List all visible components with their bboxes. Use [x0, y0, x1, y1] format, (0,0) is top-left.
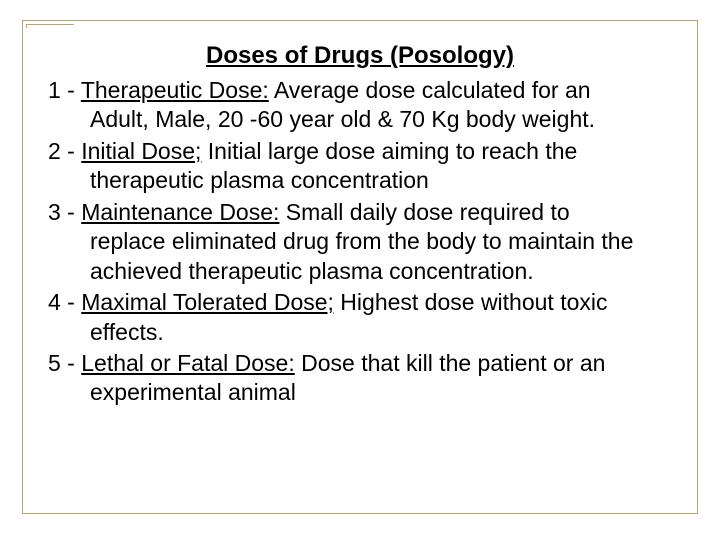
list-item: 2 - Initial Dose; Initial large dose aim… — [48, 137, 672, 196]
item-number: 5 - — [48, 350, 81, 376]
item-term: Maximal Tolerated Dose; — [81, 289, 334, 315]
item-desc-cont: Adult, Male, 20 -60 year old & 70 Kg bod… — [48, 105, 672, 134]
list-item: 3 - Maintenance Dose: Small daily dose r… — [48, 198, 672, 286]
item-term: Maintenance Dose: — [81, 199, 279, 225]
item-desc: Initial large dose aiming to reach the — [201, 138, 577, 164]
item-term: Therapeutic Dose: — [81, 77, 269, 103]
item-term: Initial Dose; — [81, 138, 201, 164]
list-item: 1 - Therapeutic Dose: Average dose calcu… — [48, 76, 672, 135]
slide-content: Doses of Drugs (Posology) 1 - Therapeuti… — [48, 42, 672, 410]
item-term: Lethal or Fatal Dose: — [81, 350, 295, 376]
item-desc: Highest dose without toxic — [334, 289, 608, 315]
item-number: 2 - — [48, 138, 81, 164]
corner-accent — [26, 24, 74, 28]
slide-title: Doses of Drugs (Posology) — [48, 42, 672, 70]
item-number: 3 - — [48, 199, 81, 225]
item-desc-cont: experimental animal — [48, 378, 672, 407]
list-item: 5 - Lethal or Fatal Dose: Dose that kill… — [48, 349, 672, 408]
item-desc-cont: effects. — [48, 318, 672, 347]
item-desc: Small daily dose required to — [279, 199, 569, 225]
item-number: 1 - — [48, 77, 81, 103]
item-desc: Average dose calculated for an — [269, 77, 591, 103]
list-item: 4 - Maximal Tolerated Dose; Highest dose… — [48, 288, 672, 347]
item-desc: Dose that kill the patient or an — [295, 350, 606, 376]
item-desc-cont: therapeutic plasma concentration — [48, 166, 672, 195]
item-number: 4 - — [48, 289, 81, 315]
item-desc-cont: replace eliminated drug from the body to… — [48, 227, 672, 286]
